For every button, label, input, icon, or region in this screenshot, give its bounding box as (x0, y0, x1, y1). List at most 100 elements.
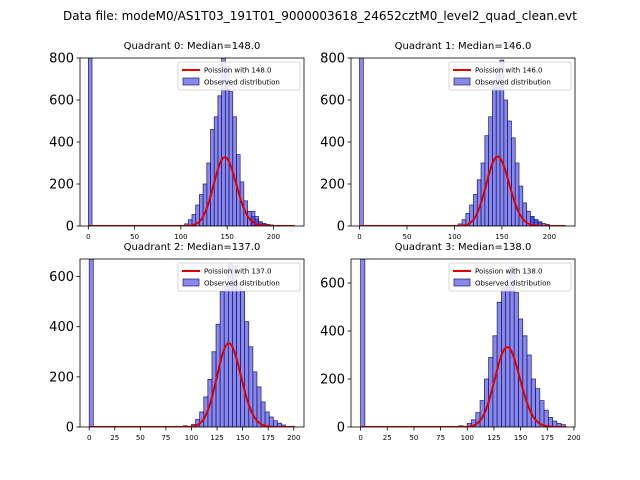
axes-frame (350, 258, 576, 428)
legend: Poission with 146.0 Observed distribution (448, 61, 572, 91)
y-tick-label: 600 (49, 270, 74, 285)
x-tick-label: 50 (409, 434, 418, 442)
histogram-bar (503, 99, 508, 226)
panel-title: Quadrant 2: Median=137.0 (124, 242, 261, 253)
histogram-bar (473, 194, 478, 226)
zero-bin-bar (87, 58, 93, 226)
histogram-bar (501, 287, 507, 427)
x-tick-label: 25 (383, 434, 392, 442)
x-tick-label: 150 (220, 233, 233, 241)
x-tick-label: 150 (236, 434, 249, 442)
plot-area (360, 259, 567, 427)
histogram-bar (537, 221, 543, 226)
histogram-bar (507, 120, 512, 226)
y-tick-label: 600 (320, 94, 345, 109)
legend-box (448, 61, 572, 91)
histogram-bar (223, 286, 229, 427)
histogram-bar (260, 401, 266, 427)
y-tick-label: 200 (320, 178, 345, 193)
x-tick-label: 175 (262, 434, 275, 442)
legend: Poission with 148.0 Observed distribution (177, 61, 301, 91)
zero-bin-bar (359, 58, 364, 226)
x-tick-label: 100 (448, 233, 461, 241)
y-tick-label: 400 (320, 325, 345, 340)
x-tick-label: 50 (403, 233, 412, 241)
x-tick-label: 0 (357, 233, 361, 241)
histogram-bar (514, 162, 520, 226)
histogram-bar (495, 72, 501, 226)
poisson-curve (89, 342, 295, 427)
histogram-bar (560, 424, 566, 427)
y-tick-label: 600 (320, 277, 345, 292)
x-tick-label: 125 (210, 434, 223, 442)
y-tick-label: 400 (49, 136, 74, 151)
quadrant-3-panel: 0 25 50 75 100 125 150 175 200 0 200 400 600 Quadrant… (320, 242, 580, 442)
y-tick-label: 200 (320, 373, 345, 388)
x-tick-label: 50 (130, 233, 139, 241)
y-tick-label: 0 (66, 220, 74, 235)
y-tick-label: 800 (49, 52, 74, 67)
y-tick-label: 0 (66, 421, 74, 436)
histogram-bar (518, 185, 524, 226)
x-tick-label: 150 (495, 233, 508, 241)
x-tick-label: 100 (185, 434, 198, 442)
histogram-bar (236, 283, 241, 427)
y-tick-label: 600 (49, 94, 74, 109)
panel-title: Quadrant 0: Median=148.0 (124, 41, 261, 52)
legend: Poission with 137.0 Observed distribution (177, 262, 301, 292)
legend: Poission with 138.0 Observed distribution (448, 262, 572, 292)
histogram-bar (526, 354, 532, 427)
legend-bar-swatch (453, 278, 471, 287)
x-tick-label: 100 (174, 233, 187, 241)
y-tick-label: 200 (49, 178, 74, 193)
poisson-curve (88, 156, 295, 226)
histogram-bar (264, 411, 270, 427)
poisson-curve (359, 155, 566, 226)
plot-area (87, 58, 295, 226)
x-tick-label: 150 (514, 434, 527, 442)
histogram-bar (543, 409, 549, 427)
legend-bar-label: Observed distribution (475, 79, 551, 87)
histogram-bar (206, 162, 211, 226)
x-tick-label: 0 (87, 434, 91, 442)
quadrant-1-panel: 0 50 100 150 200 0 200 400 600 800 Quadrant 1: Med… (320, 41, 576, 241)
x-tick-label: 0 (358, 434, 362, 442)
legend-box (177, 262, 301, 292)
x-tick-label: 200 (267, 233, 280, 241)
histogram-bar (244, 321, 250, 427)
x-tick-label: 100 (461, 434, 474, 442)
histogram-bar (210, 129, 215, 226)
x-tick-label: 75 (161, 434, 170, 442)
histogram-bar (228, 91, 234, 226)
histogram-bar (240, 291, 246, 427)
panel-title: Quadrant 3: Median=138.0 (395, 242, 532, 253)
x-tick-label: 200 (543, 233, 556, 241)
histogram-bar (202, 183, 208, 226)
panel-title: Quadrant 1: Median=146.0 (395, 41, 532, 52)
legend-line-label: Poission with 148.0 (204, 67, 272, 75)
y-tick-label: 400 (49, 320, 74, 335)
y-tick-label: 0 (337, 220, 345, 235)
quadrant-0-panel: 0 50 100 150 200 0 200 400 600 800 Quadrant 0: Med… (49, 41, 305, 241)
legend-line-label: Poission with 137.0 (204, 268, 272, 276)
zero-bin-bar (360, 259, 366, 427)
histogram-bar (511, 137, 516, 226)
histogram-bar (492, 82, 497, 226)
x-tick-label: 125 (487, 434, 500, 442)
suptitle: Data file: modeM0/AS1T03_191T01_90000036… (63, 9, 577, 23)
axes-frame (79, 258, 305, 428)
x-tick-label: 75 (436, 434, 445, 442)
histogram-bar (522, 335, 528, 427)
x-tick-label: 50 (136, 434, 145, 442)
y-tick-label: 800 (320, 52, 345, 67)
x-tick-label: 200 (287, 434, 300, 442)
y-tick-label: 200 (49, 370, 74, 385)
x-tick-label: 175 (541, 434, 554, 442)
x-tick-label: 25 (110, 434, 119, 442)
legend-box (448, 262, 572, 292)
legend-bar-label: Observed distribution (475, 280, 551, 288)
zero-bin-bar (88, 259, 94, 427)
legend-bar-label: Observed distribution (204, 280, 280, 288)
legend-line-label: Poission with 146.0 (475, 67, 543, 75)
